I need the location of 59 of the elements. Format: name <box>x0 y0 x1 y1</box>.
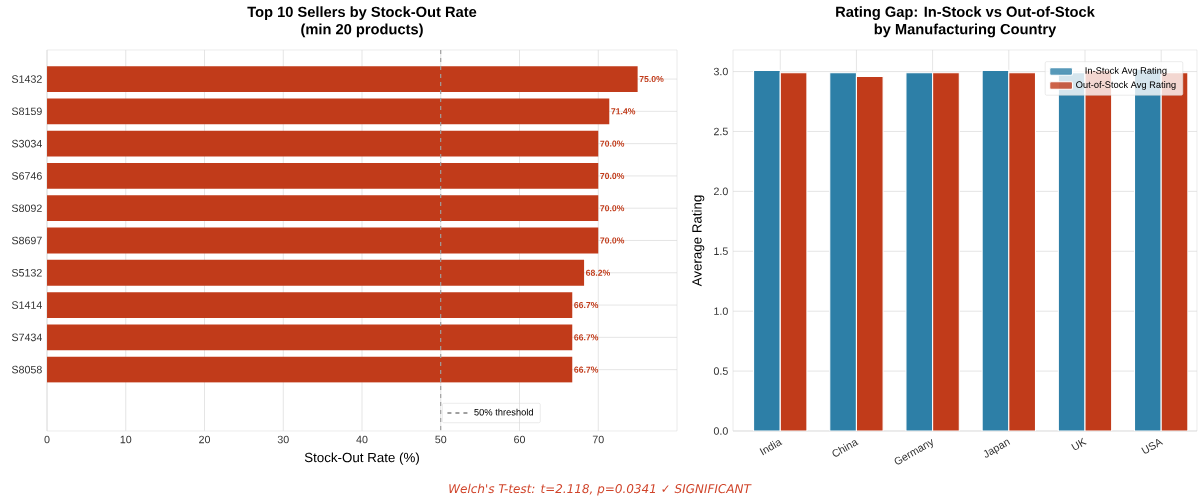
data-label: 70.0% <box>600 237 625 244</box>
x-tick-label: 30 <box>277 435 289 444</box>
bar <box>47 130 599 157</box>
bar <box>47 98 610 125</box>
y-tick-label: S6746 <box>11 172 42 180</box>
y-tick-label: 2.5 <box>714 127 728 136</box>
chart-subtitle: by Manufacturing Country <box>874 23 1057 38</box>
ref-line-label: 50% threshold <box>474 408 533 416</box>
data-label: 66.7% <box>574 366 599 373</box>
data-label: 66.7% <box>574 302 599 309</box>
y-tick-label: 2.0 <box>714 187 728 196</box>
y-tick-label: 0.5 <box>713 367 728 375</box>
data-label: 66.7% <box>574 334 599 341</box>
x-tick-label: 60 <box>514 435 526 444</box>
bar <box>47 356 573 383</box>
y-tick-label: 0.0 <box>713 427 728 435</box>
x-tick-label: China <box>832 440 859 457</box>
bar <box>47 163 599 189</box>
x-tick-label: 70 <box>592 435 604 444</box>
legend-label: Out-of-Stock Avg Rating <box>1076 81 1176 90</box>
y-tick-label: 1.0 <box>714 307 728 315</box>
y-axis-title: Average Rating <box>691 195 705 287</box>
x-tick-label: 50 <box>435 435 447 444</box>
x-tick-label: UK <box>1071 437 1087 450</box>
x-tick-label: 0 <box>44 435 50 444</box>
bar <box>47 66 638 92</box>
chart-subtitle: (min 20 products) <box>301 23 423 38</box>
data-label: 70.0% <box>600 205 625 212</box>
y-tick-label: S8058 <box>11 365 42 374</box>
data-label: 70.0% <box>600 172 625 180</box>
x-tick-label: India <box>759 440 783 456</box>
bar <box>47 195 599 222</box>
chart-title: Rating Gap: In-Stock vs Out-of-Stock <box>836 6 1095 20</box>
chart-title: Top 10 Sellers by Stock-Out Rate <box>247 6 477 20</box>
data-label: 71.4% <box>611 108 636 115</box>
y-tick-label: S1432 <box>11 75 42 83</box>
y-tick-label: S7434 <box>11 333 42 342</box>
y-tick-label: S8697 <box>11 236 42 245</box>
bar <box>47 259 585 286</box>
data-label: 75.0% <box>639 76 664 83</box>
x-tick-label: USA <box>1141 439 1164 454</box>
y-tick-label: S1414 <box>11 301 42 309</box>
y-tick-label: 3.0 <box>713 67 728 76</box>
x-tick-label: 10 <box>120 435 132 444</box>
text: Welch's T-test: t=2.118, p=0.0341 ✓ SIGNIFICANT <box>449 483 752 496</box>
y-tick-label: S3034 <box>11 139 42 148</box>
y-tick-label: S5132 <box>11 269 42 277</box>
data-label: 68.2% <box>585 269 611 276</box>
x-axis-title: Stock-Out Rate (%) <box>304 452 419 465</box>
y-tick-label: S8092 <box>11 204 42 213</box>
legend-label: In-Stock Avg Rating <box>1085 67 1167 76</box>
bar <box>47 324 573 351</box>
data-label: 70.0% <box>600 140 625 147</box>
x-tick-label: 20 <box>199 435 211 444</box>
y-tick-label: 1.5 <box>714 247 728 256</box>
bar <box>47 227 599 254</box>
x-tick-label: 40 <box>356 435 368 444</box>
bar <box>47 292 573 319</box>
y-tick-label: S8159 <box>11 107 42 116</box>
